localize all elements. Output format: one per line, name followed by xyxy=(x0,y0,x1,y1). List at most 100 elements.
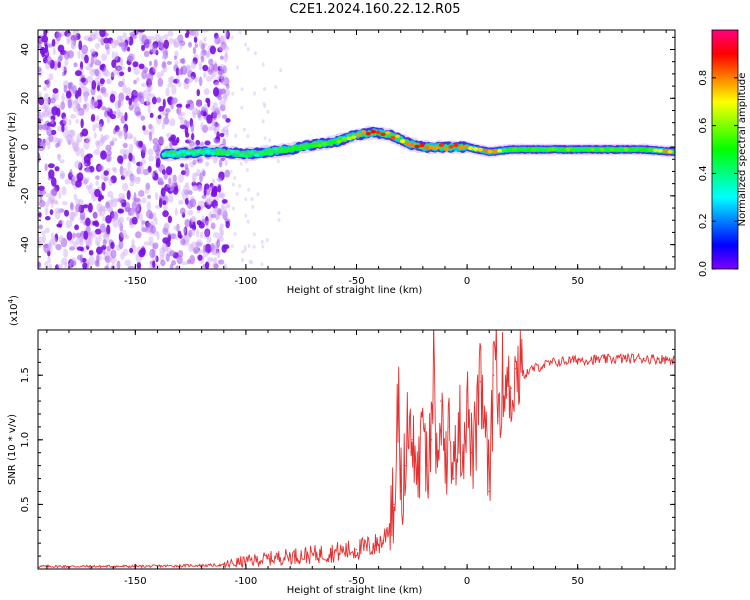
heatmap-ridge-cell xyxy=(511,147,518,152)
heatmap-noise-cell xyxy=(239,161,243,166)
heatmap-ridge-cell xyxy=(429,145,435,150)
snr-point xyxy=(532,368,535,370)
heatmap-noise-cell xyxy=(96,84,101,92)
heatmap-noise-cell xyxy=(122,84,127,94)
snr-point xyxy=(488,490,490,493)
heatmap-ridge-cell xyxy=(195,149,201,154)
heatmap-ridge-cell xyxy=(638,147,644,152)
heatmap-noise-cell xyxy=(61,201,68,206)
heatmap-noise-cell xyxy=(50,129,57,136)
snr-point xyxy=(397,387,400,389)
heatmap-ridge-cell xyxy=(239,153,245,157)
y-tick-label: -40 xyxy=(20,236,31,252)
heatmap-noise-cell xyxy=(180,163,185,168)
heatmap-noise-cell xyxy=(128,134,134,140)
heatmap-noise-cell xyxy=(96,253,100,263)
heatmap-noise-cell xyxy=(117,208,123,214)
heatmap-noise-cell xyxy=(218,44,224,52)
heatmap-ridge-cell xyxy=(502,148,508,153)
heatmap-noise-cell xyxy=(120,40,125,49)
heatmap-ridge-cell xyxy=(584,147,591,152)
snr-point xyxy=(382,539,384,542)
heatmap-noise-cell xyxy=(250,197,254,202)
heatmap-ridge-cell xyxy=(171,153,177,157)
heatmap-ridge-cell xyxy=(545,147,552,152)
heatmap-noise-cell xyxy=(38,106,42,111)
heatmap-noise-cell xyxy=(204,161,210,167)
colorbar-gradient xyxy=(711,29,739,270)
heatmap-noise-cell xyxy=(180,66,184,76)
heatmap-noise-cell xyxy=(93,132,97,139)
heatmap-noise-cell xyxy=(195,229,200,238)
heatmap-noise-cell xyxy=(56,107,61,117)
heatmap-noise-cell xyxy=(141,70,147,80)
heatmap-noise-cell xyxy=(222,125,229,135)
heatmap-noise-cell xyxy=(178,199,184,205)
heatmap-ridge-cell xyxy=(273,147,279,151)
heatmap-noise-cell xyxy=(212,101,219,111)
heatmap-ridge-cell xyxy=(506,148,513,152)
heatmap-noise-cell xyxy=(183,184,190,194)
heatmap-noise-cell xyxy=(70,137,75,145)
heatmap-noise-cell xyxy=(62,65,67,72)
snr-point xyxy=(245,560,247,562)
heatmap-noise-cell xyxy=(194,30,200,37)
heatmap-ridge-cell xyxy=(356,133,362,137)
heatmap-noise-cell xyxy=(101,106,107,111)
heatmap-noise-cell xyxy=(100,150,107,160)
heatmap-noise-cell xyxy=(147,148,154,156)
heatmap-noise-cell xyxy=(57,263,64,269)
heatmap-noise-cell xyxy=(244,197,248,202)
heatmap-noise-cell xyxy=(162,98,166,109)
heatmap-noise-cell xyxy=(38,152,41,163)
heatmap-noise-cell xyxy=(168,177,172,185)
heatmap-noise-cell xyxy=(128,152,133,162)
heatmap-noise-cell xyxy=(164,222,171,230)
heatmap-noise-cell xyxy=(134,231,142,239)
heatmap-noise-cell xyxy=(150,35,156,41)
snr-point xyxy=(433,333,435,335)
heatmap-ridge-cell xyxy=(657,148,664,153)
heatmap-noise-cell xyxy=(198,76,203,87)
heatmap-ridge-cell xyxy=(541,147,547,152)
heatmap-noise-cell xyxy=(194,76,200,83)
heatmap-noise-cell xyxy=(76,172,84,182)
colorbar-tick-label: 0.8 xyxy=(698,70,709,86)
heatmap-noise-cell xyxy=(77,254,82,261)
heatmap-noise-cell xyxy=(132,158,136,165)
heatmap-noise-cell xyxy=(184,219,191,228)
heatmap-noise-cell xyxy=(161,169,166,175)
heatmap-noise-cell xyxy=(63,50,70,60)
heatmap-ridge-cell xyxy=(643,148,649,152)
heatmap-ridge-cell xyxy=(618,147,625,152)
heatmap-noise-cell xyxy=(214,81,220,87)
heatmap-noise-cell xyxy=(216,177,222,183)
heatmap-noise-cell xyxy=(208,58,214,66)
heatmap-ridge-cell xyxy=(594,147,600,152)
heatmap-noise-cell xyxy=(221,199,228,204)
snr-point xyxy=(333,551,335,553)
heatmap-noise-cell xyxy=(174,235,178,241)
heatmap-ridge-cell xyxy=(570,147,576,152)
snr-point xyxy=(431,439,433,441)
heatmap-noise-cell xyxy=(109,140,115,147)
heatmap-ridge-cell xyxy=(589,147,595,152)
heatmap-noise-cell xyxy=(45,78,51,88)
heatmap-ridge-cell xyxy=(438,143,445,147)
heatmap-noise-cell xyxy=(74,160,82,169)
heatmap-noise-cell xyxy=(119,148,127,155)
heatmap-ridge-cell xyxy=(477,147,483,152)
chart-title: C2E1.2024.160.22.12.R05 xyxy=(289,2,461,17)
heatmap-noise-cell xyxy=(67,98,73,109)
heatmap-noise-cell xyxy=(266,109,270,114)
heatmap-noise-cell xyxy=(56,223,62,228)
heatmap-ridge-cell xyxy=(492,149,498,153)
heatmap-noise-cell xyxy=(224,159,228,167)
heatmap-noise-cell xyxy=(69,212,76,221)
heatmap-noise-cell xyxy=(176,76,180,84)
heatmap-noise-cell xyxy=(168,193,174,203)
heatmap-noise-cell xyxy=(128,97,133,106)
heatmap-noise-cell xyxy=(118,131,123,139)
heatmap-noise-cell xyxy=(106,115,111,124)
heatmap-noise-cell xyxy=(203,186,207,197)
